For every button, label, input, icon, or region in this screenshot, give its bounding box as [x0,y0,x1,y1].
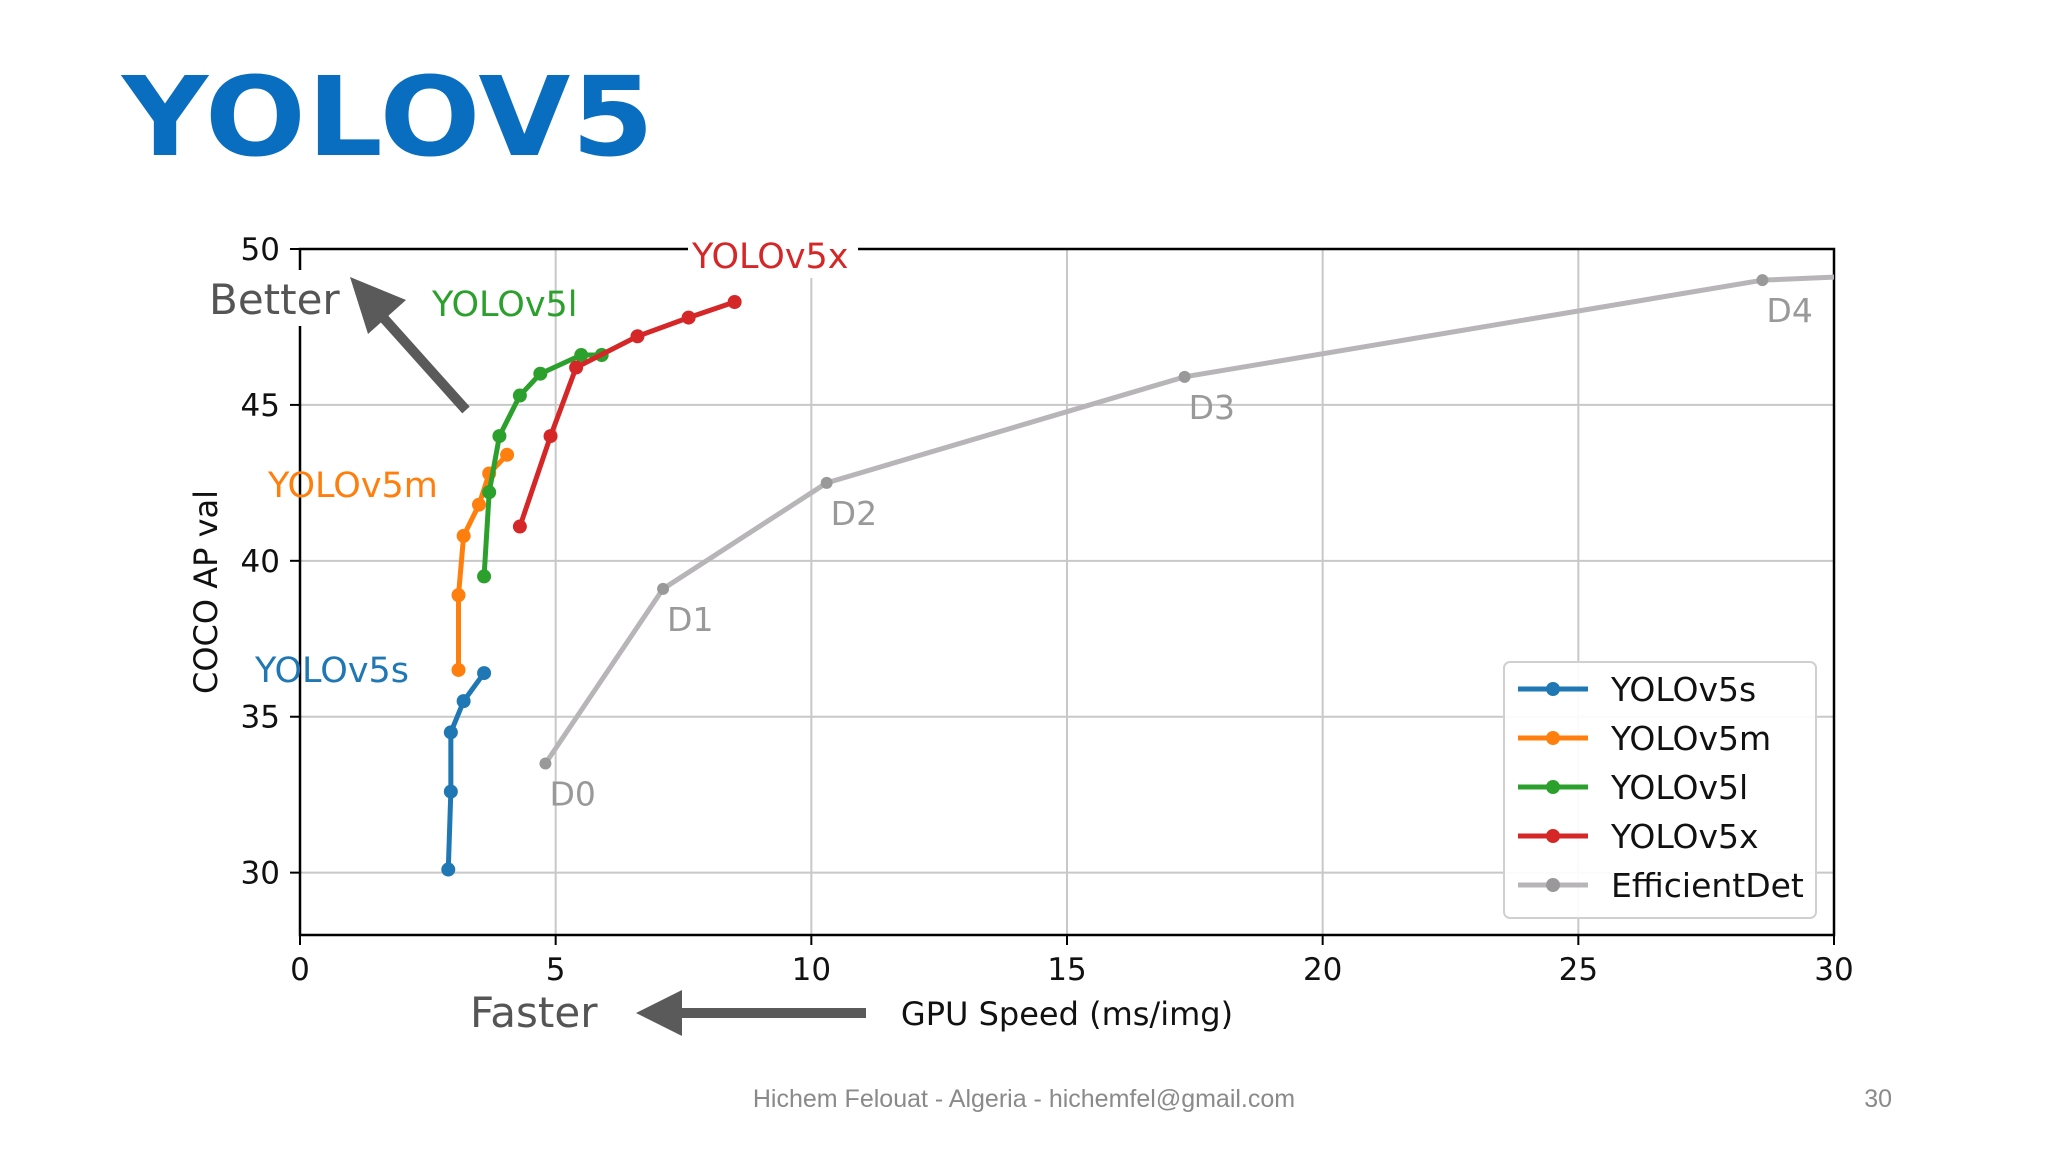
data-point [533,366,548,381]
data-point [456,694,471,709]
better-background [200,270,350,326]
data-point [482,485,497,500]
series-label-yolov5x: YOLOv5x [691,237,849,277]
legend-label: YOLOv5x [1610,817,1759,856]
slide-title: YOLOV5 [122,53,656,181]
better-label: Better [209,275,340,324]
legend-item: YOLOv5s [1518,670,1756,709]
data-point [443,725,458,740]
faster-arrow-head [636,990,682,1036]
data-point [630,329,645,344]
legend-item: YOLOv5m [1518,719,1771,758]
y-tick-label: 35 [241,700,280,736]
legend-item: EfficientDet [1518,866,1804,905]
y-tick-label: 45 [241,388,280,424]
data-point [477,666,492,681]
x-axis-label: GPU Speed (ms/img) [901,995,1233,1033]
data-point [1178,370,1191,383]
x-tick-label: 20 [1303,952,1342,988]
data-point [512,388,527,403]
legend-swatch-marker [1546,780,1560,794]
series-line-efficientdet [542,274,1834,766]
legend-label: YOLOv5m [1610,719,1771,758]
data-point [512,519,527,534]
legend-swatch-marker [1546,731,1560,745]
x-tick-label: 5 [546,952,566,988]
y-tick-label: 40 [241,544,280,580]
data-point [727,295,742,310]
faster-arrow-shaft [680,1008,866,1018]
point-label: D4 [1766,291,1812,330]
data-point [443,784,458,799]
series-label-yolov5m: YOLOv5m [267,466,438,506]
series-yolov5s [441,666,492,877]
legend: YOLOv5s YOLOv5m YOLOv5l YOLOv5x EfficientDet [1503,661,1817,919]
series-efficientdet: D0 D1 D2 D3 D4 [539,274,1834,814]
data-point [477,569,492,584]
annotations: YOLOv5s YOLOv5m YOLOv5l YOLOv5x Better Faster [200,234,866,1037]
data-point [492,429,507,444]
series-label-yolov5l: YOLOv5l [431,285,578,325]
x-tick-label: 0 [290,952,310,988]
y-tick-label: 30 [241,856,280,892]
data-point [500,447,515,462]
grid-lines [299,248,1835,935]
point-label: D1 [667,600,713,639]
data-point [456,528,471,543]
x-tick-label: 10 [792,952,831,988]
y-axis-label: COCO AP val [187,490,225,694]
data-point [569,360,584,375]
legend-swatch-marker [1546,829,1560,843]
x-tick-label: 15 [1047,952,1086,988]
data-point [1756,274,1769,287]
legend-label: YOLOv5l [1610,768,1748,807]
point-label: D0 [549,775,595,814]
data-point [441,862,456,877]
data-point [681,310,696,325]
faster-label: Faster [470,988,598,1037]
footer-text: Hichem Felouat - Algeria - hichemfel@gma… [752,1085,1296,1113]
legend-label: YOLOv5s [1610,670,1756,709]
better-arrow-shaft [376,310,470,414]
legend-box [1503,661,1817,919]
data-point [657,582,670,595]
data-point [543,429,558,444]
page-number: 30 [1864,1085,1892,1113]
data-point [820,476,833,489]
series-lines: D0 D1 D2 D3 D4 [441,274,1834,877]
legend-item: YOLOv5l [1518,768,1748,807]
label-background [688,234,858,278]
series-yolov5x [512,295,742,534]
data-point [451,588,466,603]
better-arrow-head [350,277,406,334]
legend-swatch-marker [1546,682,1560,696]
legend-item: YOLOv5x [1518,817,1759,856]
series-label-yolov5s: YOLOv5s [254,651,409,691]
x-tick-label: 30 [1814,952,1853,988]
data-point [574,348,589,363]
axes: 0 5 10 15 20 25 30 30 35 40 45 50 GPU Speed (ms/img)… [187,232,1854,1033]
data-point [539,757,552,770]
legend-swatch-marker [1546,878,1560,892]
series-line-yolov5x [517,299,738,530]
point-label: D3 [1189,388,1235,427]
y-tick-label: 50 [241,232,280,268]
x-tick-label: 25 [1559,952,1598,988]
data-point [451,662,466,677]
legend-label: EfficientDet [1611,866,1804,905]
point-label: D2 [831,494,877,533]
data-point [471,497,486,512]
